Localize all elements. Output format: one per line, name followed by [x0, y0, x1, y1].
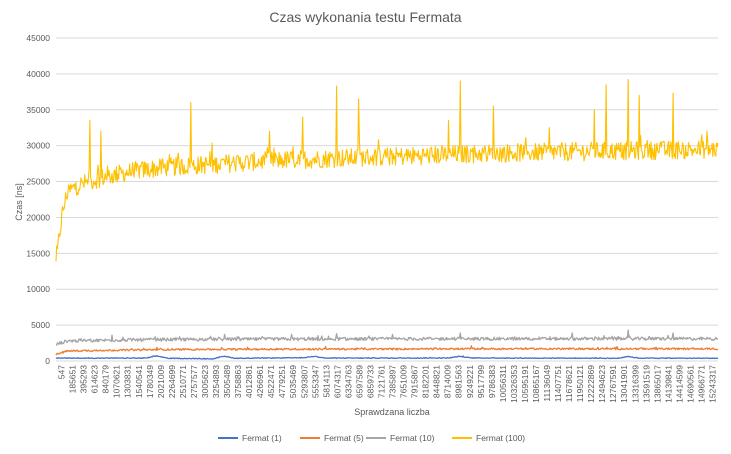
x-tick-label: 547: [57, 365, 67, 379]
x-tick-label: 6334763: [343, 365, 353, 398]
x-tick-label: 2757577: [189, 365, 199, 398]
x-tick-label: 2264699: [167, 365, 177, 398]
series-line: [55, 79, 719, 262]
x-tick-label: 4012861: [244, 365, 254, 398]
x-tick-label: 1070621: [112, 365, 122, 398]
x-tick-label: 10326353: [509, 365, 519, 403]
x-tick-label: 15243317: [707, 365, 717, 403]
x-tick-label: 11136049: [542, 365, 552, 402]
x-tick-label: 3505489: [222, 365, 232, 398]
x-tick-label: 5035469: [288, 365, 298, 398]
x-tick-label: 4266961: [255, 365, 265, 398]
x-tick-label: 395293: [79, 365, 89, 394]
x-axis-ticks: 547 185651 395293 614623 840179 1070621 130383…: [57, 365, 718, 403]
x-tick-label: 13041901: [619, 365, 629, 403]
x-tick-label: 10865167: [531, 365, 541, 403]
y-tick-label: 10000: [26, 284, 50, 294]
x-tick-label: 3254893: [211, 365, 221, 398]
x-tick-label: 6859733: [365, 365, 375, 398]
y-axis-ticks: 0 5000 10000 15000 20000 25000 30000 35000 40000…: [26, 33, 50, 366]
x-tick-label: 7915867: [410, 365, 420, 398]
x-axis-label: Sprawdzana liczba: [354, 407, 430, 417]
x-tick-label: 2510771: [178, 365, 188, 398]
x-tick-label: 12494623: [597, 365, 607, 403]
legend-label: Fermat (5): [324, 433, 364, 443]
x-tick-label: 6074317: [332, 365, 342, 398]
series-lines: [55, 79, 719, 360]
x-tick-label: 7121761: [376, 365, 386, 398]
y-tick-label: 5000: [31, 320, 50, 330]
x-tick-label: 11407751: [553, 365, 563, 402]
x-tick-label: 8448821: [432, 365, 442, 398]
x-tick-label: 9249221: [465, 365, 475, 398]
x-tick-label: 3005623: [200, 365, 210, 398]
x-tick-label: 840179: [101, 365, 111, 394]
x-tick-label: 5553347: [310, 365, 320, 398]
x-tick-label: 1780349: [145, 365, 155, 398]
series-line: [55, 329, 719, 346]
x-tick-label: 11950121: [575, 365, 585, 402]
x-tick-label: 8714009: [443, 365, 453, 398]
x-tick-label: 13865017: [652, 365, 662, 403]
x-tick-label: 11678621: [564, 365, 574, 402]
y-tick-label: 25000: [26, 177, 50, 187]
x-tick-label: 185651: [68, 365, 78, 394]
x-tick-label: 1540541: [134, 365, 144, 398]
x-tick-label: 14966771: [696, 365, 706, 403]
x-tick-label: 614623: [90, 365, 100, 394]
x-tick-label: 3758863: [233, 365, 243, 398]
x-tick-label: 4779251: [277, 365, 287, 398]
chart-title: Czas wykonania testu Fermata: [269, 9, 461, 25]
x-tick-label: 13316399: [630, 365, 640, 403]
y-tick-label: 15000: [26, 248, 50, 258]
series-line: [55, 345, 718, 356]
x-tick-label: 12222869: [586, 365, 596, 403]
x-tick-label: 14139841: [663, 365, 673, 403]
x-tick-label: 6597589: [354, 365, 364, 398]
x-tick-label: 10056311: [498, 365, 508, 402]
x-tick-label: 14690561: [685, 365, 695, 403]
legend: Fermat (1) Fermat (5) Fermat (10) Fermat (1…: [218, 433, 525, 443]
x-tick-label: 1303831: [123, 365, 133, 398]
x-tick-label: 9517799: [476, 365, 486, 398]
x-tick-label: 7385897: [388, 365, 398, 398]
x-tick-label: 5814113: [321, 365, 331, 398]
y-tick-label: 45000: [26, 33, 50, 43]
gridlines: [56, 37, 718, 362]
y-tick-label: 40000: [26, 69, 50, 79]
y-tick-label: 30000: [26, 141, 50, 151]
y-axis-label: Czas [ns]: [14, 183, 24, 221]
y-tick-label: 0: [45, 356, 50, 366]
y-tick-label: 20000: [26, 212, 50, 222]
legend-label: Fermat (10): [390, 433, 435, 443]
x-tick-label: 12767591: [608, 365, 618, 403]
x-tick-label: 8182201: [421, 365, 431, 398]
y-tick-label: 35000: [26, 105, 50, 115]
series-line: [55, 355, 719, 360]
legend-label: Fermat (1): [242, 433, 282, 443]
x-tick-label: 4522471: [266, 365, 276, 398]
x-tick-label: 8981563: [454, 365, 464, 398]
x-tick-label: 10595191: [520, 365, 530, 403]
legend-label: Fermat (100): [476, 433, 525, 443]
x-tick-label: 14414599: [674, 365, 684, 403]
x-tick-label: 9786383: [487, 365, 497, 398]
x-tick-label: 5293807: [299, 365, 309, 398]
x-tick-label: 2021009: [156, 365, 166, 398]
x-tick-label: 7651009: [399, 365, 409, 398]
x-tick-label: 13591519: [641, 365, 651, 403]
